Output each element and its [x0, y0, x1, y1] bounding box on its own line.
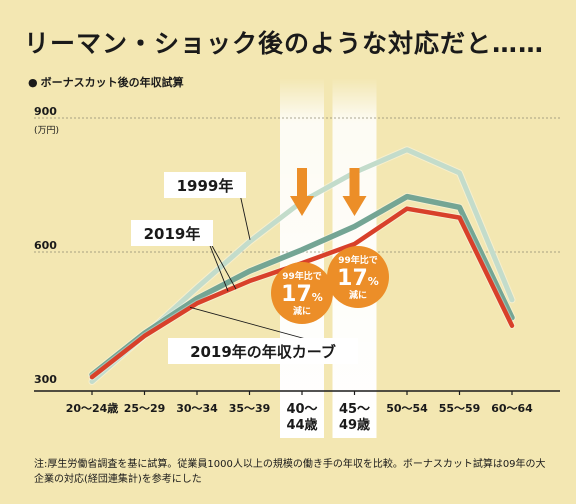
- x-tick-label: 30〜34: [176, 402, 218, 415]
- series-label-box: [131, 220, 213, 246]
- callout-value: 17%: [281, 282, 323, 307]
- callout-line1: 99年比で: [282, 270, 322, 282]
- x-tick-label: 35〜39: [229, 402, 271, 415]
- footnote: 注:厚生労働省調査を基に試算。従業員1000人以上の規模の働き手の年収を比較。ボ…: [34, 459, 546, 485]
- bullet-icon: ●: [28, 76, 38, 89]
- callout-circle: [327, 246, 389, 308]
- chart-subtitle: ● ボーナスカット後の年収試算: [28, 74, 184, 90]
- series-label: 1999年: [177, 177, 234, 195]
- down-arrow-icon: [342, 168, 367, 216]
- x-tick-label: 55〜59: [439, 402, 481, 415]
- callout-value: 17%: [337, 266, 379, 291]
- down-arrow-icon: [290, 168, 314, 216]
- x-tick-label: 50〜54: [386, 402, 428, 415]
- callout-line1: 99年比で: [338, 254, 378, 266]
- x-tick-label: 25〜29: [124, 402, 166, 415]
- series-label-box: [168, 338, 358, 364]
- y-tick-label: 300: [34, 373, 57, 386]
- series-label: 2019年: [144, 225, 201, 243]
- series-label-box: [164, 172, 246, 198]
- x-tick-label: 20〜24歳: [66, 401, 119, 415]
- y-unit-label: (万円): [34, 125, 59, 136]
- series-line-2019: [89, 193, 515, 378]
- x-tick-label: 45〜 49歳: [339, 402, 370, 433]
- callout-line2: 減に: [293, 305, 311, 317]
- callout-circle: [271, 262, 333, 324]
- y-tick-label: 600: [34, 239, 57, 252]
- series-label: 2019年の年収カーブ: [190, 343, 336, 361]
- callout-line2: 減に: [349, 289, 367, 301]
- subtitle-text: ボーナスカット後の年収試算: [40, 76, 184, 89]
- y-tick-label: 900: [34, 105, 57, 118]
- chart-title: リーマン・ショック後のような対応だと……: [24, 29, 545, 58]
- x-tick-label: 60〜64: [491, 402, 533, 415]
- x-tick-label: 40〜 44歳: [286, 402, 317, 433]
